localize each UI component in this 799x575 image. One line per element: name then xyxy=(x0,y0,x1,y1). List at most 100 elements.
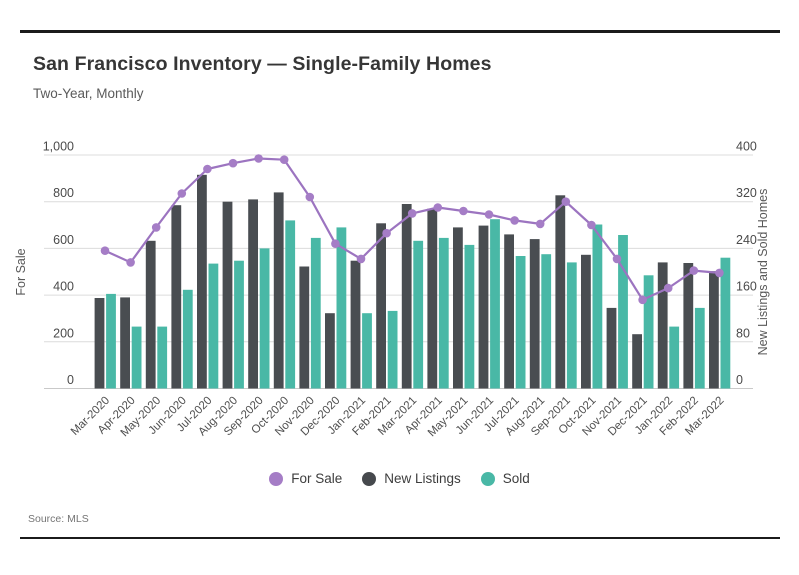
line-point-for-sale xyxy=(587,220,596,230)
bar-new-listings xyxy=(145,240,156,389)
bar-sold xyxy=(387,310,398,389)
right-axis-title: New Listings and Sold Homes xyxy=(756,189,770,356)
line-point-for-sale xyxy=(535,219,545,229)
bar-sold xyxy=(336,227,347,389)
line-point-for-sale xyxy=(638,295,647,305)
bar-sold xyxy=(438,237,449,389)
left-axis-tick-label: 800 xyxy=(53,186,74,200)
bar-sold xyxy=(464,244,475,389)
legend-item-sold: Sold xyxy=(480,471,530,486)
top-rule xyxy=(20,30,780,33)
bar-new-listings xyxy=(453,227,463,389)
bar-sold xyxy=(566,262,577,389)
bar-new-listings xyxy=(555,195,566,389)
bar-sold xyxy=(643,275,654,389)
right-axis-tick-label: 80 xyxy=(736,326,750,340)
bar-sold xyxy=(720,257,731,389)
right-axis-tick-label: 160 xyxy=(736,280,757,294)
line-point-for-sale xyxy=(126,258,135,267)
bar-sold xyxy=(515,256,526,389)
line-point-for-sale xyxy=(663,283,673,293)
legend-label-for-sale: For Sale xyxy=(291,471,343,486)
bar-sold xyxy=(541,254,552,389)
line-point-for-sale xyxy=(484,210,494,219)
bar-new-listings xyxy=(683,263,694,389)
line-point-for-sale xyxy=(459,206,468,216)
bar-new-listings xyxy=(504,234,514,389)
line-point-for-sale xyxy=(279,155,289,164)
bar-new-listings xyxy=(657,262,668,389)
bar-sold xyxy=(618,235,628,389)
bar-sold xyxy=(413,240,424,389)
source-note: Source: MLS xyxy=(28,513,89,525)
bar-new-listings xyxy=(529,239,540,389)
legend-item-for-sale: For Sale xyxy=(269,471,342,486)
bottom-rule xyxy=(20,537,780,539)
bar-sold xyxy=(259,248,270,389)
right-axis-tick-label: 240 xyxy=(736,233,757,247)
bar-sold xyxy=(131,326,142,389)
line-point-for-sale xyxy=(254,154,263,163)
bar-sold xyxy=(490,219,500,389)
bar-new-listings xyxy=(197,174,207,389)
right-axis-tick-label: 0 xyxy=(736,373,743,387)
line-point-for-sale xyxy=(561,197,571,206)
bar-new-listings xyxy=(632,334,642,389)
bar-new-listings xyxy=(709,271,719,389)
bar-sold xyxy=(669,326,680,389)
left-axis-title: For Sale xyxy=(14,248,28,295)
legend-label-new-listings: New Listings xyxy=(384,471,461,486)
bar-sold xyxy=(106,293,116,389)
line-point-for-sale xyxy=(151,223,161,232)
bar-sold xyxy=(234,260,244,389)
legend-swatch-new-listings xyxy=(362,471,377,486)
line-point-for-sale xyxy=(356,254,366,264)
legend-swatch-sold xyxy=(480,471,495,486)
left-axis-tick-label: 200 xyxy=(53,326,74,340)
line-point-for-sale xyxy=(203,164,212,174)
chart-title: San Francisco Inventory — Single-Family … xyxy=(33,53,492,75)
bar-new-listings xyxy=(94,298,105,389)
bar-sold xyxy=(182,289,193,389)
left-axis-tick-label: 600 xyxy=(53,233,74,247)
left-axis-tick-label: 0 xyxy=(67,373,74,387)
line-point-for-sale xyxy=(715,268,724,278)
bar-new-listings xyxy=(350,260,361,389)
bar-sold xyxy=(694,307,705,389)
bar-new-listings xyxy=(120,297,130,389)
bar-new-listings xyxy=(248,199,258,389)
bar-new-listings xyxy=(606,307,617,389)
legend-label-sold: Sold xyxy=(502,471,530,486)
legend: For Sale New Listings Sold xyxy=(0,471,799,486)
right-axis-tick-label: 320 xyxy=(736,186,757,200)
bar-new-listings xyxy=(581,254,591,389)
left-axis-tick-label: 1,000 xyxy=(43,140,74,154)
bar-sold xyxy=(208,263,219,389)
bar-new-listings xyxy=(273,192,284,389)
line-point-for-sale xyxy=(407,209,417,218)
line-point-for-sale xyxy=(433,203,443,212)
bar-sold xyxy=(157,326,168,389)
line-point-for-sale xyxy=(510,216,519,225)
bar-new-listings xyxy=(171,205,182,389)
line-point-for-sale xyxy=(305,192,315,202)
line-point-for-sale xyxy=(177,189,187,198)
bar-new-listings xyxy=(427,208,438,389)
bar-new-listings xyxy=(376,223,386,389)
bar-new-listings xyxy=(222,201,233,389)
bar-new-listings xyxy=(401,204,412,389)
legend-item-new-listings: New Listings xyxy=(362,471,461,486)
line-point-for-sale xyxy=(100,246,110,255)
line-point-for-sale xyxy=(228,158,238,168)
bar-sold xyxy=(592,224,603,389)
bar-new-listings xyxy=(478,225,489,389)
bar-sold xyxy=(362,313,372,389)
bar-sold xyxy=(310,237,321,389)
line-point-for-sale xyxy=(331,239,340,248)
legend-swatch-for-sale xyxy=(269,471,284,486)
line-point-for-sale xyxy=(612,254,622,264)
bar-new-listings xyxy=(325,313,335,389)
right-axis-tick-label: 400 xyxy=(736,140,757,154)
